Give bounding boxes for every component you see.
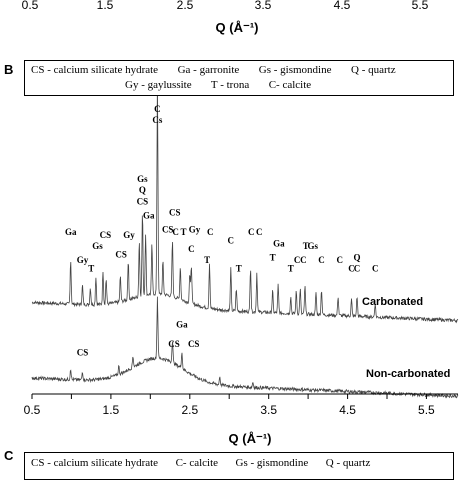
peak-label: Gy [123, 230, 135, 240]
x-tick-label: 3.5 [260, 403, 277, 417]
legend-item: Gs - gismondine [258, 64, 332, 76]
legend-line-2: Gy - gaylussite T - trona C- calcite [125, 79, 311, 91]
legend-item: Gy - gaylussite [125, 79, 192, 91]
peak-label: T [88, 264, 94, 274]
peak-label: Ga [65, 227, 77, 237]
legend-item: Ga - garronite [177, 64, 240, 76]
legend-line-1: CS - calcium silicate hydrate Ga - garro… [31, 64, 447, 76]
top-x-tick: 3.5 [255, 0, 272, 12]
peak-label: CS [100, 230, 112, 240]
panel-b-x-ticks: 0.5 1.5 2.5 3.5 4.5 5.5 [24, 394, 435, 417]
peak-label: CS [77, 348, 89, 358]
peak-label: C [348, 264, 355, 274]
x-tick-label: 2.5 [181, 403, 198, 417]
peak-label: Gs [137, 174, 148, 184]
top-panel-x-ticks: 0.5 1.5 2.5 3.5 4.5 5.5 [22, 0, 429, 12]
peak-label: Cs [152, 115, 162, 125]
top-x-tick: 0.5 [22, 0, 39, 12]
peak-label: CS [137, 196, 149, 206]
peak-label: C [228, 236, 235, 246]
x-tick-label: 4.5 [339, 403, 356, 417]
peak-label: T [236, 264, 242, 274]
peak-label: T [303, 241, 309, 251]
peak-label: Gy [189, 224, 201, 234]
legend-item: T - trona [210, 79, 250, 91]
legend-item: CS - calcium silicate hydrate [31, 64, 159, 76]
peak-label: CS [115, 250, 127, 260]
series-line-carbonated [31, 75, 459, 324]
peak-label: C [294, 255, 301, 265]
panel-b-legend: CS - calcium silicate hydrate Ga - garro… [24, 60, 454, 96]
legend-item: Gs - gismondine [235, 457, 309, 469]
peak-label: C [318, 255, 325, 265]
peak-label: T [204, 255, 210, 265]
peak-label: Ga [273, 238, 285, 248]
peak-label: Gs [308, 241, 319, 251]
peak-label: C [172, 227, 179, 237]
peak-label: CS [168, 339, 180, 349]
peak-label: C [248, 227, 255, 237]
peak-label: C [154, 104, 161, 114]
top-x-tick: 4.5 [334, 0, 351, 12]
series-line-non-carbonated [31, 296, 459, 399]
top-x-axis-title: Q (Å⁻¹) [216, 20, 259, 35]
panel-c-legend: CS - calcium silicate hydrate C- calcite… [24, 452, 454, 480]
top-x-tick: 2.5 [177, 0, 194, 12]
legend-item: Q - quartz [325, 457, 371, 469]
peak-label: Q [353, 252, 360, 262]
peak-label: C [372, 264, 379, 274]
peak-label: Q [139, 185, 146, 195]
legend-line-1: CS - calcium silicate hydrate C- calcite… [31, 457, 451, 469]
legend-item: C- calcite [268, 79, 312, 91]
series-label-carbonated: Carbonated [362, 296, 423, 308]
panel-b-letter: B [4, 62, 13, 77]
panel-c-letter: C [4, 448, 14, 463]
peak-label: C [300, 255, 307, 265]
peak-label: Gy [77, 255, 89, 265]
peak-label: Gs [92, 241, 103, 251]
peak-label: T [288, 264, 294, 274]
peak-label: C [207, 227, 214, 237]
peak-label: Ga [143, 210, 155, 220]
peak-label: CS [162, 224, 174, 234]
top-x-tick: 5.5 [412, 0, 429, 12]
peak-label: C [188, 244, 195, 254]
series-label-non-carbonated: Non-carbonated [366, 368, 450, 380]
peak-label: C [354, 264, 361, 274]
peak-label: C [256, 227, 263, 237]
peak-label: CS [188, 339, 200, 349]
top-x-tick: 1.5 [97, 0, 114, 12]
peak-label: C [336, 255, 343, 265]
legend-item: CS - calcium silicate hydrate [31, 457, 159, 469]
x-tick-label: 0.5 [24, 403, 41, 417]
x-tick-label: 1.5 [103, 403, 120, 417]
x-tick-label: 5.5 [418, 403, 435, 417]
legend-item: Q - quartz [351, 64, 396, 76]
legend-item: C- calcite [175, 457, 219, 469]
peak-label: T [270, 252, 276, 262]
peak-label: T [180, 227, 186, 237]
peak-label: CS [169, 208, 181, 218]
peak-label: Ga [176, 320, 188, 330]
x-axis-title: Q (Å⁻¹) [229, 431, 272, 446]
